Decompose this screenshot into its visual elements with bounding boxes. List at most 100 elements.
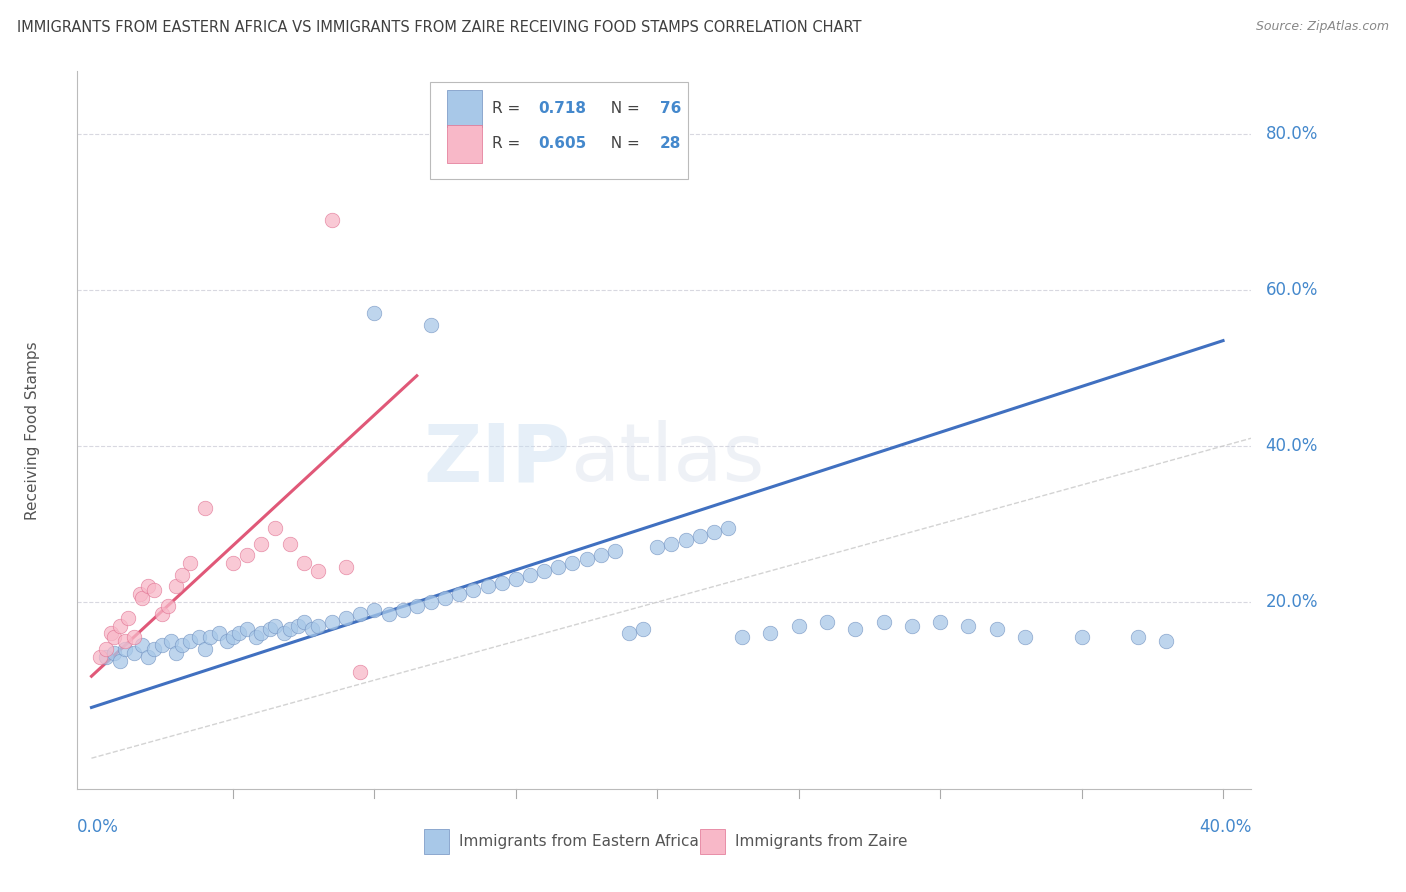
Bar <box>700 829 725 854</box>
Point <box>321 615 343 629</box>
Point <box>179 556 201 570</box>
Text: 76: 76 <box>659 101 681 116</box>
Text: Immigrants from Eastern Africa: Immigrants from Eastern Africa <box>458 834 699 849</box>
Point <box>420 595 443 609</box>
Point <box>1156 634 1178 648</box>
Point <box>363 603 385 617</box>
Point <box>188 630 211 644</box>
Text: IMMIGRANTS FROM EASTERN AFRICA VS IMMIGRANTS FROM ZAIRE RECEIVING FOOD STAMPS CO: IMMIGRANTS FROM EASTERN AFRICA VS IMMIGR… <box>17 20 862 35</box>
Point <box>405 599 427 613</box>
Point <box>1070 630 1092 644</box>
Point <box>703 524 725 539</box>
Point <box>292 615 315 629</box>
Point <box>117 611 139 625</box>
Point <box>463 583 485 598</box>
Point <box>589 548 612 563</box>
Point <box>170 638 193 652</box>
Point <box>156 599 179 613</box>
Point <box>264 521 287 535</box>
Point <box>844 623 866 637</box>
Point <box>787 618 810 632</box>
Point <box>301 623 323 637</box>
Point <box>986 623 1008 637</box>
Point <box>307 564 329 578</box>
Text: 60.0%: 60.0% <box>1265 281 1317 299</box>
Point <box>575 552 598 566</box>
Point <box>661 536 683 550</box>
Point <box>759 626 782 640</box>
Point <box>689 529 711 543</box>
Text: N =: N = <box>600 101 644 116</box>
Point <box>94 642 117 657</box>
Bar <box>447 125 482 162</box>
Point <box>108 654 131 668</box>
Point <box>533 564 555 578</box>
Point <box>250 626 273 640</box>
Point <box>94 649 117 664</box>
Point <box>217 634 239 648</box>
Point <box>335 560 357 574</box>
Text: N =: N = <box>600 136 644 152</box>
Text: atlas: atlas <box>571 420 765 498</box>
Point <box>901 618 924 632</box>
Text: R =: R = <box>492 136 524 152</box>
Bar <box>447 90 482 128</box>
Point <box>547 560 569 574</box>
Point <box>363 306 385 320</box>
Point <box>287 618 309 632</box>
Text: 0.0%: 0.0% <box>77 818 120 836</box>
Point <box>872 615 894 629</box>
Text: R =: R = <box>492 101 524 116</box>
Point <box>103 646 125 660</box>
Point <box>131 591 153 606</box>
Point <box>259 623 281 637</box>
Point <box>1014 630 1036 644</box>
FancyBboxPatch shape <box>430 82 688 179</box>
Point <box>222 630 245 644</box>
Point <box>731 630 754 644</box>
Point <box>645 541 668 555</box>
Text: Immigrants from Zaire: Immigrants from Zaire <box>735 834 907 849</box>
Point <box>273 626 295 640</box>
Point <box>165 646 187 660</box>
Point <box>128 587 150 601</box>
Point <box>170 567 193 582</box>
Point <box>561 556 583 570</box>
Point <box>519 567 541 582</box>
Point <box>194 501 217 516</box>
Text: 40.0%: 40.0% <box>1199 818 1251 836</box>
Point <box>89 649 111 664</box>
Point <box>100 626 122 640</box>
Text: 0.718: 0.718 <box>538 101 586 116</box>
Text: ZIP: ZIP <box>423 420 571 498</box>
Point <box>349 607 371 621</box>
Point <box>165 580 187 594</box>
Text: 28: 28 <box>659 136 681 152</box>
Point <box>278 623 301 637</box>
Point <box>142 583 165 598</box>
Point <box>349 665 371 680</box>
Point <box>957 618 980 632</box>
Text: 0.605: 0.605 <box>538 136 586 152</box>
Point <box>179 634 201 648</box>
Point <box>617 626 640 640</box>
Point <box>108 618 131 632</box>
Text: Receiving Food Stamps: Receiving Food Stamps <box>25 341 41 520</box>
Point <box>150 607 173 621</box>
Point <box>335 611 357 625</box>
Point <box>103 630 125 644</box>
Point <box>142 642 165 657</box>
Point <box>307 618 329 632</box>
Point <box>603 544 626 558</box>
Point <box>278 536 301 550</box>
Point <box>815 615 838 629</box>
Point <box>250 536 273 550</box>
Point <box>491 575 513 590</box>
Text: Source: ZipAtlas.com: Source: ZipAtlas.com <box>1256 20 1389 33</box>
Point <box>122 646 145 660</box>
Point <box>391 603 413 617</box>
Point <box>236 548 259 563</box>
Point <box>208 626 231 640</box>
Point <box>505 572 527 586</box>
Point <box>131 638 153 652</box>
